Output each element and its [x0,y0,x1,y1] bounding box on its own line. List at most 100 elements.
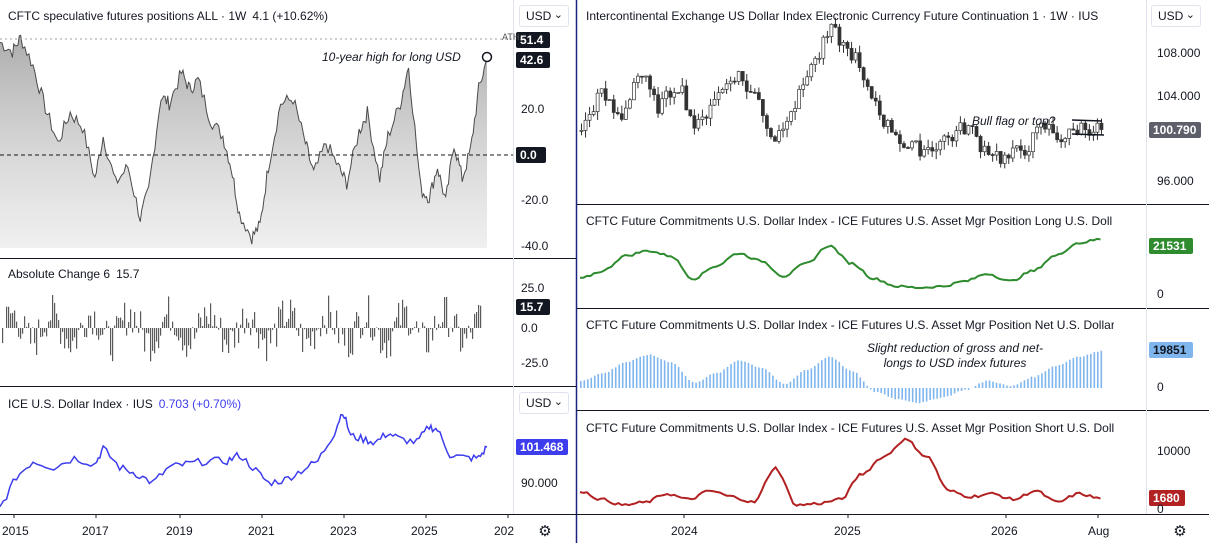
abs-change-bar [320,328,322,337]
abs-change-bar [154,328,156,354]
asset-mgr-net-bar [730,364,732,388]
annotation-10yr-high: 10-year high for long USD [322,50,461,64]
candle-body [1023,149,1027,156]
x-tick: 2015 [2,524,29,538]
candle-body [748,91,753,93]
abs-change-bar [326,328,328,334]
gear-icon[interactable]: ⚙ [538,523,552,540]
abs-change-bar [446,296,448,328]
asset-mgr-net-bar [1048,368,1050,388]
asset-mgr-net-bar [908,388,910,402]
asset-mgr-net-bar [1076,356,1078,388]
abs-change-bar [110,328,112,356]
dx-future-badge-bg [1149,122,1201,138]
abs-change-bar [470,328,472,333]
asset-mgr-net-bar [663,360,666,388]
asset-mgr-net-bar [880,388,883,394]
candle-body [623,107,628,120]
abs-change-bar [428,328,430,353]
abs-change-bar [374,328,376,337]
asset-mgr-net-bar [625,362,628,388]
candle-body [676,92,681,94]
asset-mgr-net-bar [684,376,687,388]
asset-mgr-net-bar [758,367,760,388]
abs-change-bar [246,318,248,328]
candle-body [712,99,717,106]
asset-mgr-net-bar [1069,359,1071,388]
currency-selector-left[interactable]: USD ⌄ [519,5,569,27]
asset-mgr-net-bar [698,381,701,388]
asset-mgr-net-bar [649,354,652,388]
abs-change-bar [6,306,8,328]
abs-change-bar [294,307,296,328]
abs-change-bar [196,328,198,333]
candle-body [994,151,999,156]
abs-change-bar [194,328,196,339]
candle-body [704,116,709,119]
gear-icon[interactable]: ⚙ [1173,523,1187,540]
long-badge: 21531 [1153,239,1187,253]
abs-change-bar [390,328,392,357]
candle-body [579,130,584,132]
asset-mgr-net-bar [848,370,851,388]
abs-change-bar [442,322,444,328]
abs-change-bar [58,320,60,328]
abs-change-bar [466,328,468,339]
abs-change-bar [72,328,74,341]
candle-body [1051,124,1055,134]
asset-mgr-net-bar [992,381,994,388]
asset-mgr-net-bar [597,373,600,388]
abs-change-bar [276,328,278,347]
abs-change-bar [318,328,320,329]
abs-change-bar [88,315,90,328]
ath-badge: 51.4 [520,33,544,47]
candle-body [611,99,616,113]
asset-mgr-net-bar [761,367,764,388]
candle-body [636,75,640,83]
asset-mgr-net-bar [904,388,907,401]
net-badge: 19851 [1153,343,1187,357]
abs-change-badge: 15.7 [520,300,544,314]
asset-mgr-net-bar [1006,385,1008,388]
abs-change-bar [178,328,180,341]
abs-change-bar [112,328,114,362]
abs-change-bar [414,327,416,328]
abs-change-bar [42,328,44,337]
abs-change-bar [338,328,340,344]
asset-mgr-net-bar [803,370,806,388]
spec-positions-area [0,35,487,248]
abs-change-bar [222,328,224,353]
asset-mgr-net-bar [691,381,694,388]
asset-mgr-net-bar [1100,350,1103,388]
abs-change-bar [160,328,162,336]
asset-mgr-net-bar [828,356,830,388]
currency-selector-left-bottom[interactable]: USD ⌄ [519,392,569,414]
asset-mgr-net-bar [646,355,648,388]
asset-mgr-net-bar [957,388,959,392]
currency-selector-right[interactable]: USD ⌄ [1151,5,1201,27]
candle-body [829,23,834,37]
candle-body [841,41,846,46]
abs-change-bar [404,307,406,328]
abs-change-bar [304,328,306,330]
asset-mgr-net-bar [814,365,816,388]
abs-change-bar [158,328,160,349]
candle-body [656,94,660,114]
abs-change-bar [64,328,66,349]
abs-change-bar [306,328,308,340]
asset-mgr-net-bar [967,388,970,390]
abs-change-bar [478,304,480,328]
abs-change-bar [26,326,28,328]
abs-change-bar [356,311,358,328]
asset-mgr-net-bar [1002,384,1005,388]
asset-mgr-long-line [580,237,1101,289]
candle-body [958,122,963,132]
asset-mgr-net-bar [1083,356,1085,388]
abs-change-bar [344,328,346,346]
candle-body [978,136,983,153]
net-badge-bg [1149,342,1193,358]
abs-change-bar [452,328,454,332]
abs-change-bar [314,328,316,350]
abs-change-bar [134,312,136,328]
